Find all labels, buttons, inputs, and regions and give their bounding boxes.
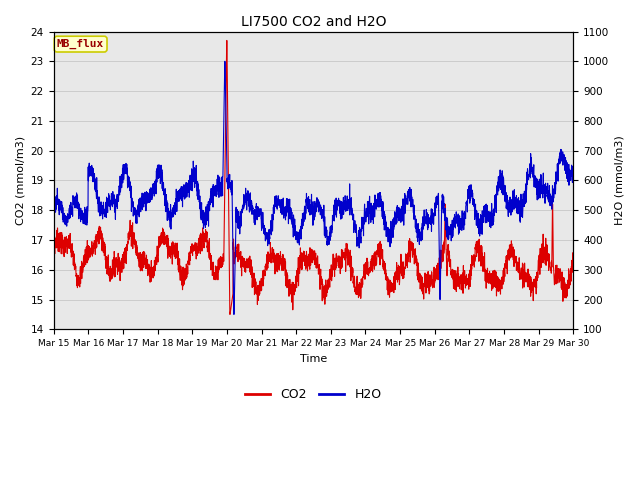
X-axis label: Time: Time	[300, 354, 327, 364]
Y-axis label: H2O (mmol/m3): H2O (mmol/m3)	[615, 135, 625, 225]
Title: LI7500 CO2 and H2O: LI7500 CO2 and H2O	[241, 15, 387, 29]
Legend: CO2, H2O: CO2, H2O	[241, 384, 387, 407]
Y-axis label: CO2 (mmol/m3): CO2 (mmol/m3)	[15, 136, 25, 225]
Text: MB_flux: MB_flux	[57, 39, 104, 49]
